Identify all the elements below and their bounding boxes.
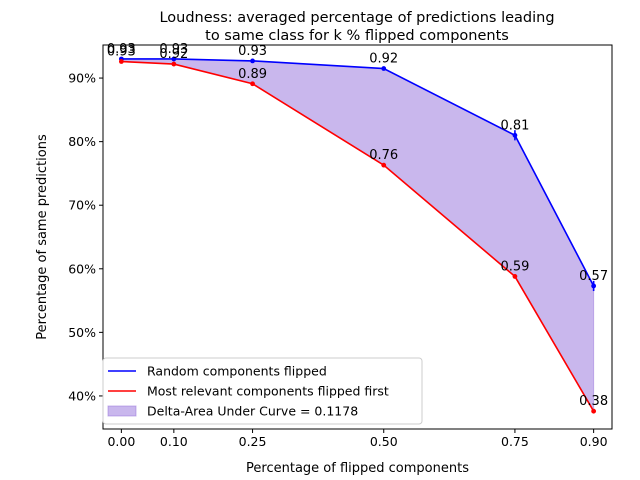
- series-2-point: [381, 162, 387, 168]
- chart-title: Loudness: averaged percentage of predict…: [159, 10, 554, 44]
- x-tick-label: 0.90: [580, 434, 608, 449]
- y-tick-label: 40%: [68, 388, 96, 403]
- data-label: 0.92: [159, 47, 188, 62]
- series-lines: [118, 56, 597, 414]
- data-label: 0.92: [369, 52, 398, 67]
- data-label: 0.93: [159, 42, 188, 57]
- x-tick-label: 0.25: [239, 434, 267, 449]
- axes: 0.00 0.10 0.25 0.50 0.75 0.90 40% 50% 60% 70% 80% 9…: [68, 44, 613, 449]
- x-axis-label: Percentage of flipped components: [246, 461, 469, 476]
- legend-swatch-3: [107, 405, 137, 417]
- series-line-2: [121, 60, 595, 412]
- x-tick-label: 0.00: [107, 434, 135, 449]
- series-2-point: [591, 408, 597, 414]
- y-tick-label: 90%: [68, 71, 96, 86]
- data-label: 0.38: [579, 394, 608, 409]
- data-label: 0.81: [500, 118, 529, 133]
- data-labels: 0.93 0.93 0.930.920.810.570.93 0.920.890.76…: [107, 42, 608, 409]
- series-2-point: [171, 61, 177, 67]
- series-line-1: [121, 58, 595, 287]
- legend-label-3: Delta-Area Under Curve = 0.1178: [147, 404, 358, 419]
- y-tick-label: 70%: [68, 198, 96, 213]
- data-label: 0.59: [500, 259, 529, 274]
- legend-label-2: Most relevant components flipped first: [147, 384, 389, 399]
- y-tick-label: 60%: [68, 261, 96, 276]
- legend: Random components flipped Most relevant c…: [102, 357, 423, 425]
- x-tick-label: 0.50: [370, 434, 398, 449]
- series-2-point: [512, 274, 518, 279]
- x-tick-label: 0.10: [160, 434, 188, 449]
- data-label: 0.93: [238, 44, 267, 59]
- data-label: 0.76: [369, 148, 398, 163]
- y-tick-label: 80%: [68, 134, 96, 149]
- legend-label-1: Random components flipped: [147, 364, 327, 379]
- chart-title-line: to same class for k % flipped components: [205, 28, 509, 44]
- x-tick-label: 0.75: [501, 434, 529, 449]
- data-label: 0.93: [107, 45, 136, 60]
- data-label: 0.57: [579, 269, 608, 284]
- y-tick-label: 50%: [68, 325, 96, 340]
- data-label: 0.89: [238, 67, 267, 82]
- legend-box: [102, 357, 423, 425]
- chart-title-line: Loudness: averaged percentage of predict…: [159, 10, 554, 26]
- data-label: 0.93: [107, 42, 136, 57]
- series-2-point: [118, 59, 124, 64]
- series-2-point: [250, 81, 255, 87]
- y-axis-label: Percentage of same predictions: [35, 134, 50, 340]
- plot-frame: [102, 44, 613, 430]
